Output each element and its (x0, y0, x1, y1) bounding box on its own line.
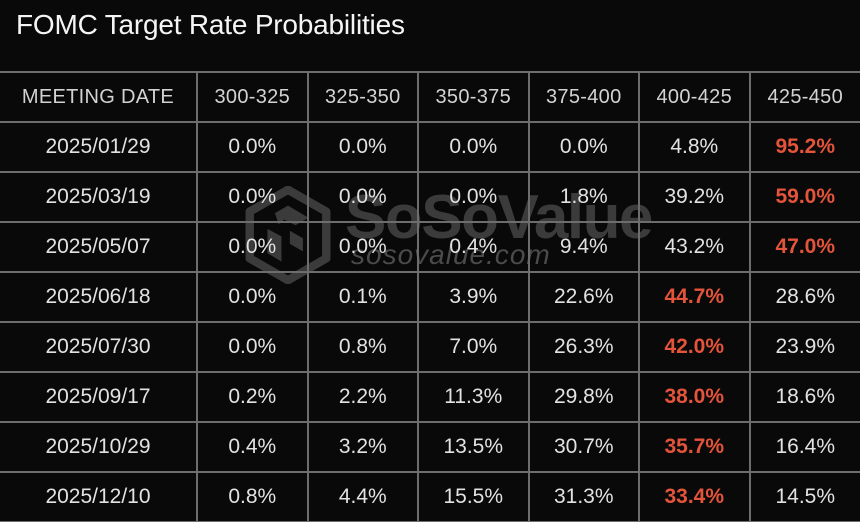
probability-cell: 14.5% (748, 471, 860, 522)
probability-cell: 3.2% (306, 421, 419, 473)
probability-cell-highlight: 47.0% (748, 221, 860, 273)
probability-cell: 11.3% (417, 371, 530, 423)
probability-cell: 9.4% (527, 221, 640, 273)
table-row: 2025/10/29 0.4% 3.2% 13.5% 30.7% 35.7% 16.4% (0, 421, 860, 473)
probability-cell: 30.7% (527, 421, 640, 473)
probability-cell: 39.2% (638, 171, 751, 223)
probability-cell: 43.2% (638, 221, 751, 273)
probability-cell: 0.0% (196, 321, 309, 373)
probability-cell: 29.8% (527, 371, 640, 423)
probability-cell: 0.1% (306, 271, 419, 323)
probability-cell: 31.3% (527, 471, 640, 522)
probability-cell-highlight: 42.0% (638, 321, 751, 373)
probability-cell: 0.8% (196, 471, 309, 522)
probability-cell: 0.0% (306, 221, 419, 273)
probability-cell-highlight: 33.4% (638, 471, 751, 522)
meeting-date-cell: 2025/03/19 (0, 171, 198, 223)
table-row: 2025/03/19 0.0% 0.0% 0.0% 1.8% 39.2% 59.0% (0, 171, 860, 223)
probability-cell: 0.0% (196, 221, 309, 273)
probability-cell: 0.0% (527, 121, 640, 173)
table-row: 2025/07/30 0.0% 0.8% 7.0% 26.3% 42.0% 23.9% (0, 321, 860, 373)
probability-cell: 0.4% (417, 221, 530, 273)
probability-cell: 4.8% (638, 121, 751, 173)
header-row: MEETING DATE 300-325 325-350 350-375 375-400… (0, 71, 860, 123)
probability-cell: 2.2% (306, 371, 419, 423)
probability-cell: 28.6% (748, 271, 860, 323)
table-body: 2025/01/29 0.0% 0.0% 0.0% 0.0% 4.8% 95.2% 2025/… (0, 121, 860, 522)
table-row: 2025/06/18 0.0% 0.1% 3.9% 22.6% 44.7% 28.6% (0, 271, 860, 323)
probability-cell-highlight: 59.0% (748, 171, 860, 223)
probability-cell: 13.5% (417, 421, 530, 473)
page-title: FOMC Target Rate Probabilities (16, 9, 405, 40)
probability-cell: 26.3% (527, 321, 640, 373)
table-row: 2025/12/10 0.8% 4.4% 15.5% 31.3% 33.4% 14.5% (0, 471, 860, 522)
probability-cell: 3.9% (417, 271, 530, 323)
probability-cell: 0.0% (196, 121, 309, 173)
probability-cell: 0.0% (417, 171, 530, 223)
col-header-rate-range: 300-325 (196, 71, 309, 123)
meeting-date-cell: 2025/12/10 (0, 471, 198, 522)
meeting-date-cell: 2025/10/29 (0, 421, 198, 473)
meeting-date-cell: 2025/05/07 (0, 221, 198, 273)
col-header-rate-range: 425-450 (748, 71, 860, 123)
probability-cell: 0.2% (196, 371, 309, 423)
probability-cell: 22.6% (527, 271, 640, 323)
col-header-meeting-date: MEETING DATE (0, 71, 198, 123)
probability-cell-highlight: 44.7% (638, 271, 751, 323)
probability-cell: 16.4% (748, 421, 860, 473)
probability-cell: 15.5% (417, 471, 530, 522)
meeting-date-cell: 2025/07/30 (0, 321, 198, 373)
probability-cell-highlight: 38.0% (638, 371, 751, 423)
probability-cell: 0.8% (306, 321, 419, 373)
probability-cell: 0.0% (196, 171, 309, 223)
probability-cell: 7.0% (417, 321, 530, 373)
col-header-rate-range: 375-400 (527, 71, 640, 123)
probability-cell: 4.4% (306, 471, 419, 522)
col-header-rate-range: 350-375 (417, 71, 530, 123)
probability-cell: 18.6% (748, 371, 860, 423)
meeting-date-cell: 2025/01/29 (0, 121, 198, 173)
probability-cell: 23.9% (748, 321, 860, 373)
probability-cell: 0.0% (306, 121, 419, 173)
probability-cell: 0.0% (417, 121, 530, 173)
table-row: 2025/05/07 0.0% 0.0% 0.4% 9.4% 43.2% 47.0% (0, 221, 860, 273)
probabilities-table: MEETING DATE 300-325 325-350 350-375 375-400… (0, 71, 860, 522)
table-row: 2025/01/29 0.0% 0.0% 0.0% 0.0% 4.8% 95.2% (0, 121, 860, 173)
probability-cell-highlight: 35.7% (638, 421, 751, 473)
col-header-rate-range: 400-425 (638, 71, 751, 123)
meeting-date-cell: 2025/09/17 (0, 371, 198, 423)
probability-cell: 0.0% (306, 171, 419, 223)
meeting-date-cell: 2025/06/18 (0, 271, 198, 323)
probability-cell: 0.0% (196, 271, 309, 323)
probability-cell: 1.8% (527, 171, 640, 223)
probability-cell: 0.4% (196, 421, 309, 473)
col-header-rate-range: 325-350 (306, 71, 419, 123)
probability-cell-highlight: 95.2% (748, 121, 860, 173)
table-row: 2025/09/17 0.2% 2.2% 11.3% 29.8% 38.0% 18.6% (0, 371, 860, 423)
